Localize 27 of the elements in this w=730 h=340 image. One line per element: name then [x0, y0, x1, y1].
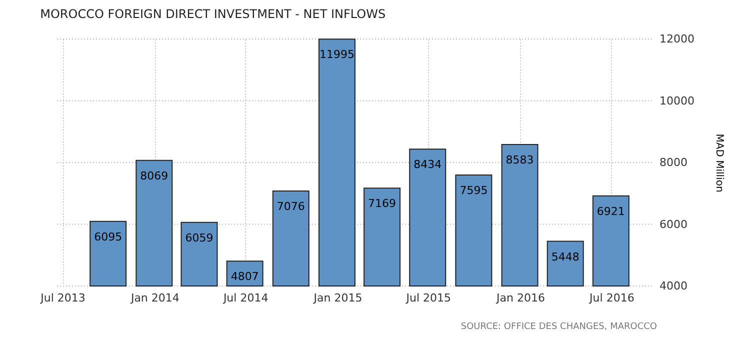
- x-tick-label: Jul 2015: [405, 292, 452, 304]
- data-label: 11995: [319, 48, 354, 62]
- y-tick-label: 12000: [660, 32, 694, 46]
- x-tick-label: Jan 2014: [130, 292, 180, 304]
- chart-title: MOROCCO FOREIGN DIRECT INVESTMENT - NET INFLOWS: [40, 7, 386, 21]
- data-label: 6095: [94, 230, 122, 244]
- data-label: 8069: [140, 169, 168, 182]
- data-label: 7595: [460, 184, 488, 198]
- x-tick-label: Jul 2016: [588, 292, 634, 304]
- y-axis-title: MAD Million: [713, 134, 724, 192]
- data-label: 5448: [551, 250, 580, 264]
- data-label: 4807: [230, 270, 259, 284]
- data-label: 7169: [368, 197, 396, 210]
- x-tick-label: Jul 2013: [40, 292, 86, 304]
- y-tick-label: 6000: [660, 218, 688, 231]
- data-label: 8434: [414, 158, 442, 172]
- x-tick-label: Jan 2016: [496, 292, 546, 304]
- x-tick-label: Jul 2014: [222, 292, 268, 304]
- data-label: 7076: [276, 200, 305, 214]
- data-label: 8583: [506, 154, 534, 166]
- x-tick-label: Jan 2015: [312, 292, 362, 304]
- data-label: 6921: [596, 204, 625, 218]
- source-note: SOURCE: OFFICE DES CHANGES, MAROCCO: [460, 322, 657, 332]
- data-label: 6059: [185, 231, 214, 244]
- y-tick-label: 8000: [660, 156, 688, 169]
- y-tick-label: 4000: [660, 280, 688, 292]
- y-tick-label: 10000: [660, 94, 694, 108]
